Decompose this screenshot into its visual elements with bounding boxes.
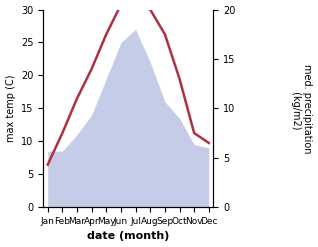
X-axis label: date (month): date (month) xyxy=(87,231,169,242)
Y-axis label: max temp (C): max temp (C) xyxy=(5,75,16,142)
Y-axis label: med. precipitation
 (kg/m2): med. precipitation (kg/m2) xyxy=(291,64,313,153)
